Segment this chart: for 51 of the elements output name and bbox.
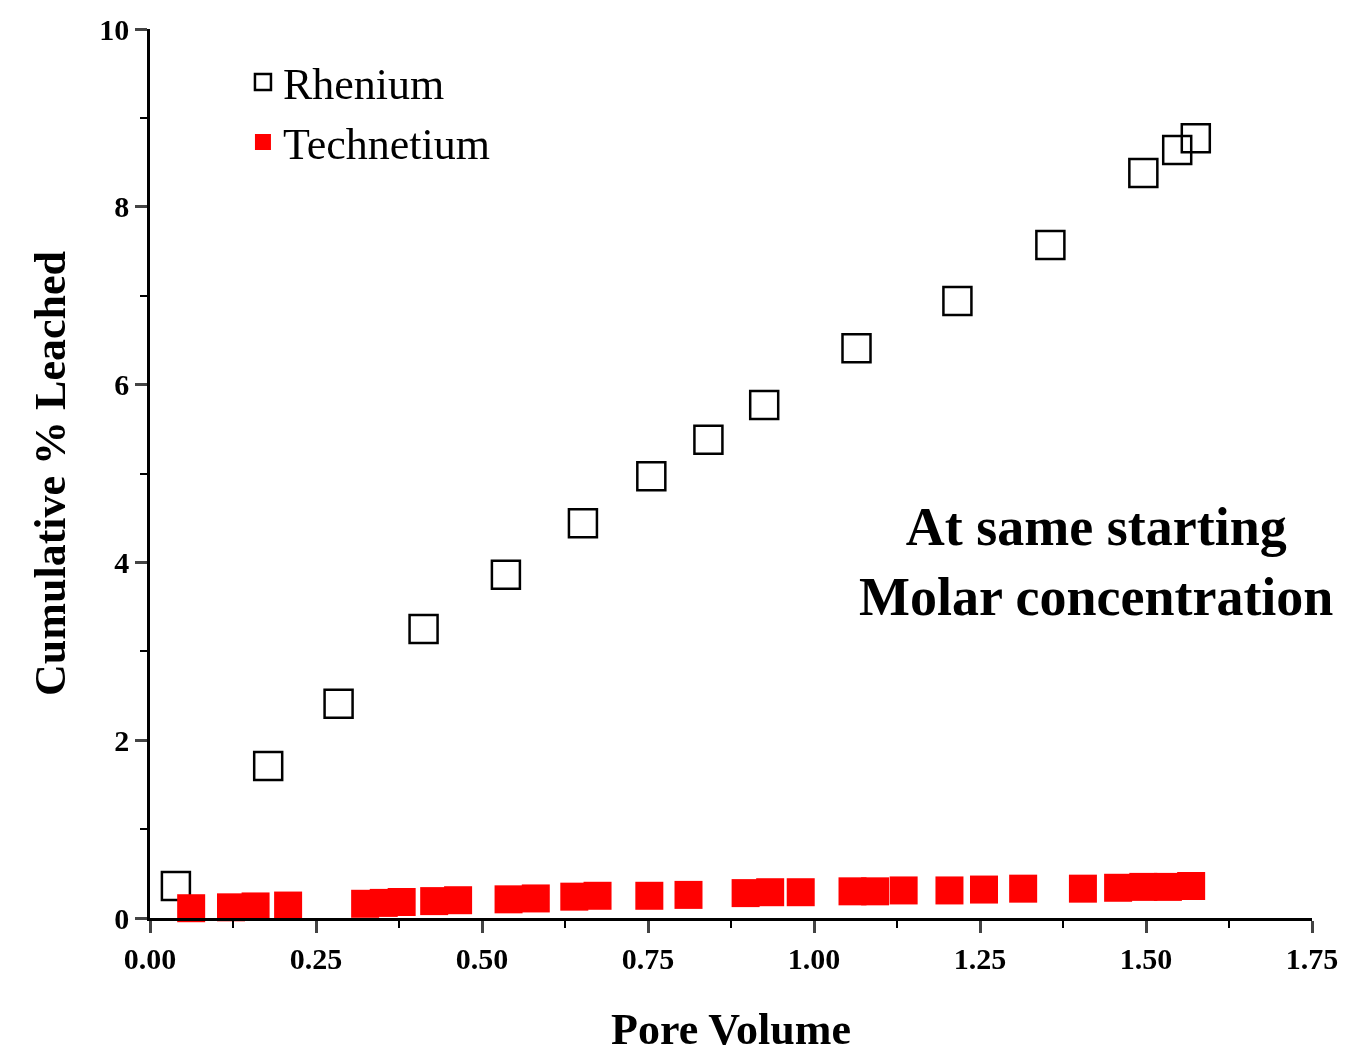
point (252, 750, 284, 782)
x-tick-label: 0.75 (621, 941, 675, 975)
x-tick-label: 0.50 (455, 941, 509, 975)
x-tick-label: 1.00 (787, 941, 841, 975)
x-tick-label: 0.25 (289, 941, 343, 975)
point (636, 460, 667, 492)
y-tick-label: 0 (114, 901, 130, 935)
y-axis-title: Cumulative % Leached (26, 251, 76, 696)
y-tick-label: 10 (99, 12, 130, 46)
point (1009, 874, 1038, 903)
y-tick-label: 6 (114, 368, 130, 402)
point (521, 884, 550, 913)
point (567, 508, 599, 539)
point (635, 881, 664, 910)
point (969, 875, 998, 904)
point (1035, 229, 1066, 261)
point (1128, 157, 1159, 189)
point (444, 886, 473, 915)
x-tick-label: 0.00 (123, 941, 177, 975)
y-tick-label: 4 (114, 545, 130, 579)
point (323, 688, 354, 719)
x-tick-label: 1.50 (1119, 941, 1173, 975)
point (861, 877, 890, 906)
annotation: At same starting Molar concentration (859, 497, 1334, 628)
x-tick-label: 1.25 (953, 941, 1007, 975)
y-tick-label: 8 (114, 190, 130, 224)
point (748, 389, 780, 421)
point (1161, 134, 1193, 166)
x-tick-label: 1.75 (1285, 941, 1339, 975)
legend-label: Technetium (282, 120, 491, 170)
point (387, 888, 416, 916)
point (274, 891, 303, 920)
point (841, 332, 872, 364)
point (674, 880, 703, 909)
point (490, 559, 522, 591)
point (889, 876, 918, 905)
point (241, 892, 270, 921)
point (942, 285, 973, 317)
point (1180, 123, 1212, 154)
y-tick-label: 2 (114, 723, 130, 757)
legend-label: Rhenium (282, 60, 445, 110)
x-axis-title: Pore Volume (611, 1005, 851, 1055)
point (1068, 874, 1097, 903)
point (756, 878, 785, 907)
point (494, 885, 523, 914)
point (786, 878, 815, 907)
point (693, 424, 724, 455)
point (1177, 872, 1206, 900)
point (935, 876, 964, 905)
point (583, 881, 612, 910)
point (408, 613, 439, 645)
